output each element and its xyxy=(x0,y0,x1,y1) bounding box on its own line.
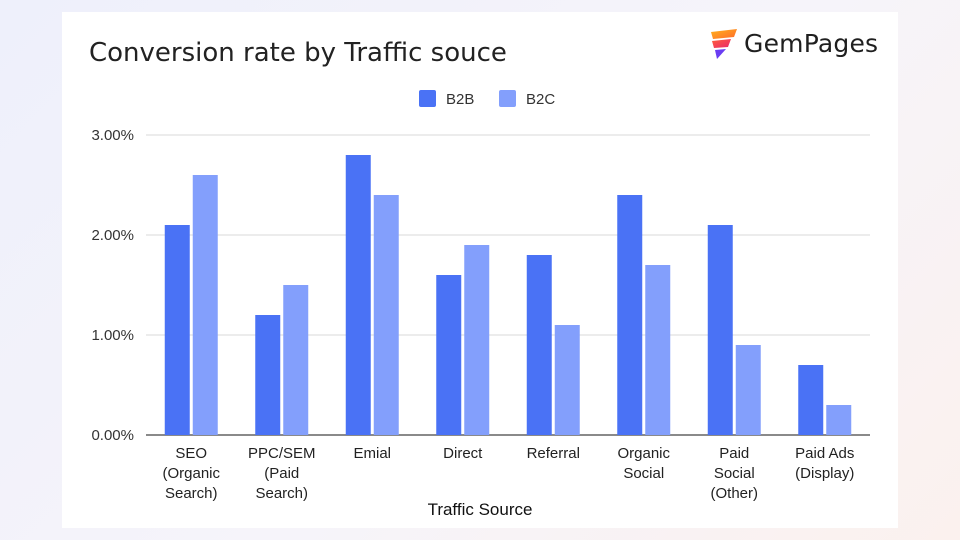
bar-b2b xyxy=(255,315,281,435)
bar-b2b xyxy=(617,195,643,435)
legend-label: B2B xyxy=(446,91,474,108)
x-tick-label: PPC/SEM xyxy=(248,445,316,462)
bar-b2c xyxy=(373,195,399,435)
x-tick-label: (Paid xyxy=(264,465,299,482)
legend-label: B2C xyxy=(526,91,555,108)
x-tick-label: (Other) xyxy=(710,485,758,502)
x-tick-label: Social xyxy=(714,465,755,482)
x-tick-label: Direct xyxy=(443,445,483,462)
bar-b2c xyxy=(464,245,490,435)
y-tick-label: 3.00% xyxy=(91,127,134,144)
bar-chart: 0.00% 1.00% 2.00% 3.00% SEO (Organic Search) PP… xyxy=(91,90,870,502)
brand: GemPages xyxy=(707,26,878,60)
bar-b2c xyxy=(554,325,580,435)
x-tick-label: Paid xyxy=(719,445,749,462)
x-tick-label: Organic xyxy=(617,445,670,462)
x-tick-label: Referral xyxy=(527,445,580,462)
bar-b2c xyxy=(645,265,671,435)
bar-b2b xyxy=(798,365,824,435)
x-tick-label: Social xyxy=(623,465,664,482)
legend-swatch xyxy=(499,90,516,107)
bar-b2b xyxy=(164,225,190,435)
y-tick-label: 2.00% xyxy=(91,227,134,244)
x-tick-label: SEO xyxy=(175,445,207,462)
bar-b2c xyxy=(283,285,309,435)
x-tick-label: Paid Ads xyxy=(795,445,854,462)
bar-b2b xyxy=(436,275,462,435)
x-tick-label: Search) xyxy=(165,485,218,502)
chart-title: Conversion rate by Traffic souce xyxy=(89,38,507,68)
legend-swatch xyxy=(419,90,436,107)
bar-b2c xyxy=(192,175,218,435)
y-tick-label: 0.00% xyxy=(91,427,134,444)
x-axis-title: Traffic Source xyxy=(427,500,533,519)
chart-card: Conversion rate by Traffic souce GemPage… xyxy=(62,12,898,528)
x-tick-label: (Organic xyxy=(162,465,220,482)
bar-b2b xyxy=(345,155,371,435)
bar-b2c xyxy=(826,405,852,435)
bar-b2c xyxy=(735,345,761,435)
x-tick-label: Search) xyxy=(255,485,308,502)
brand-name: GemPages xyxy=(744,28,879,58)
x-tick-label: (Display) xyxy=(795,465,854,482)
bar-b2b xyxy=(526,255,552,435)
x-tick-label: Emial xyxy=(353,445,391,462)
gempages-logo-icon xyxy=(711,29,737,59)
bar-b2b xyxy=(707,225,733,435)
y-tick-label: 1.00% xyxy=(91,327,134,344)
